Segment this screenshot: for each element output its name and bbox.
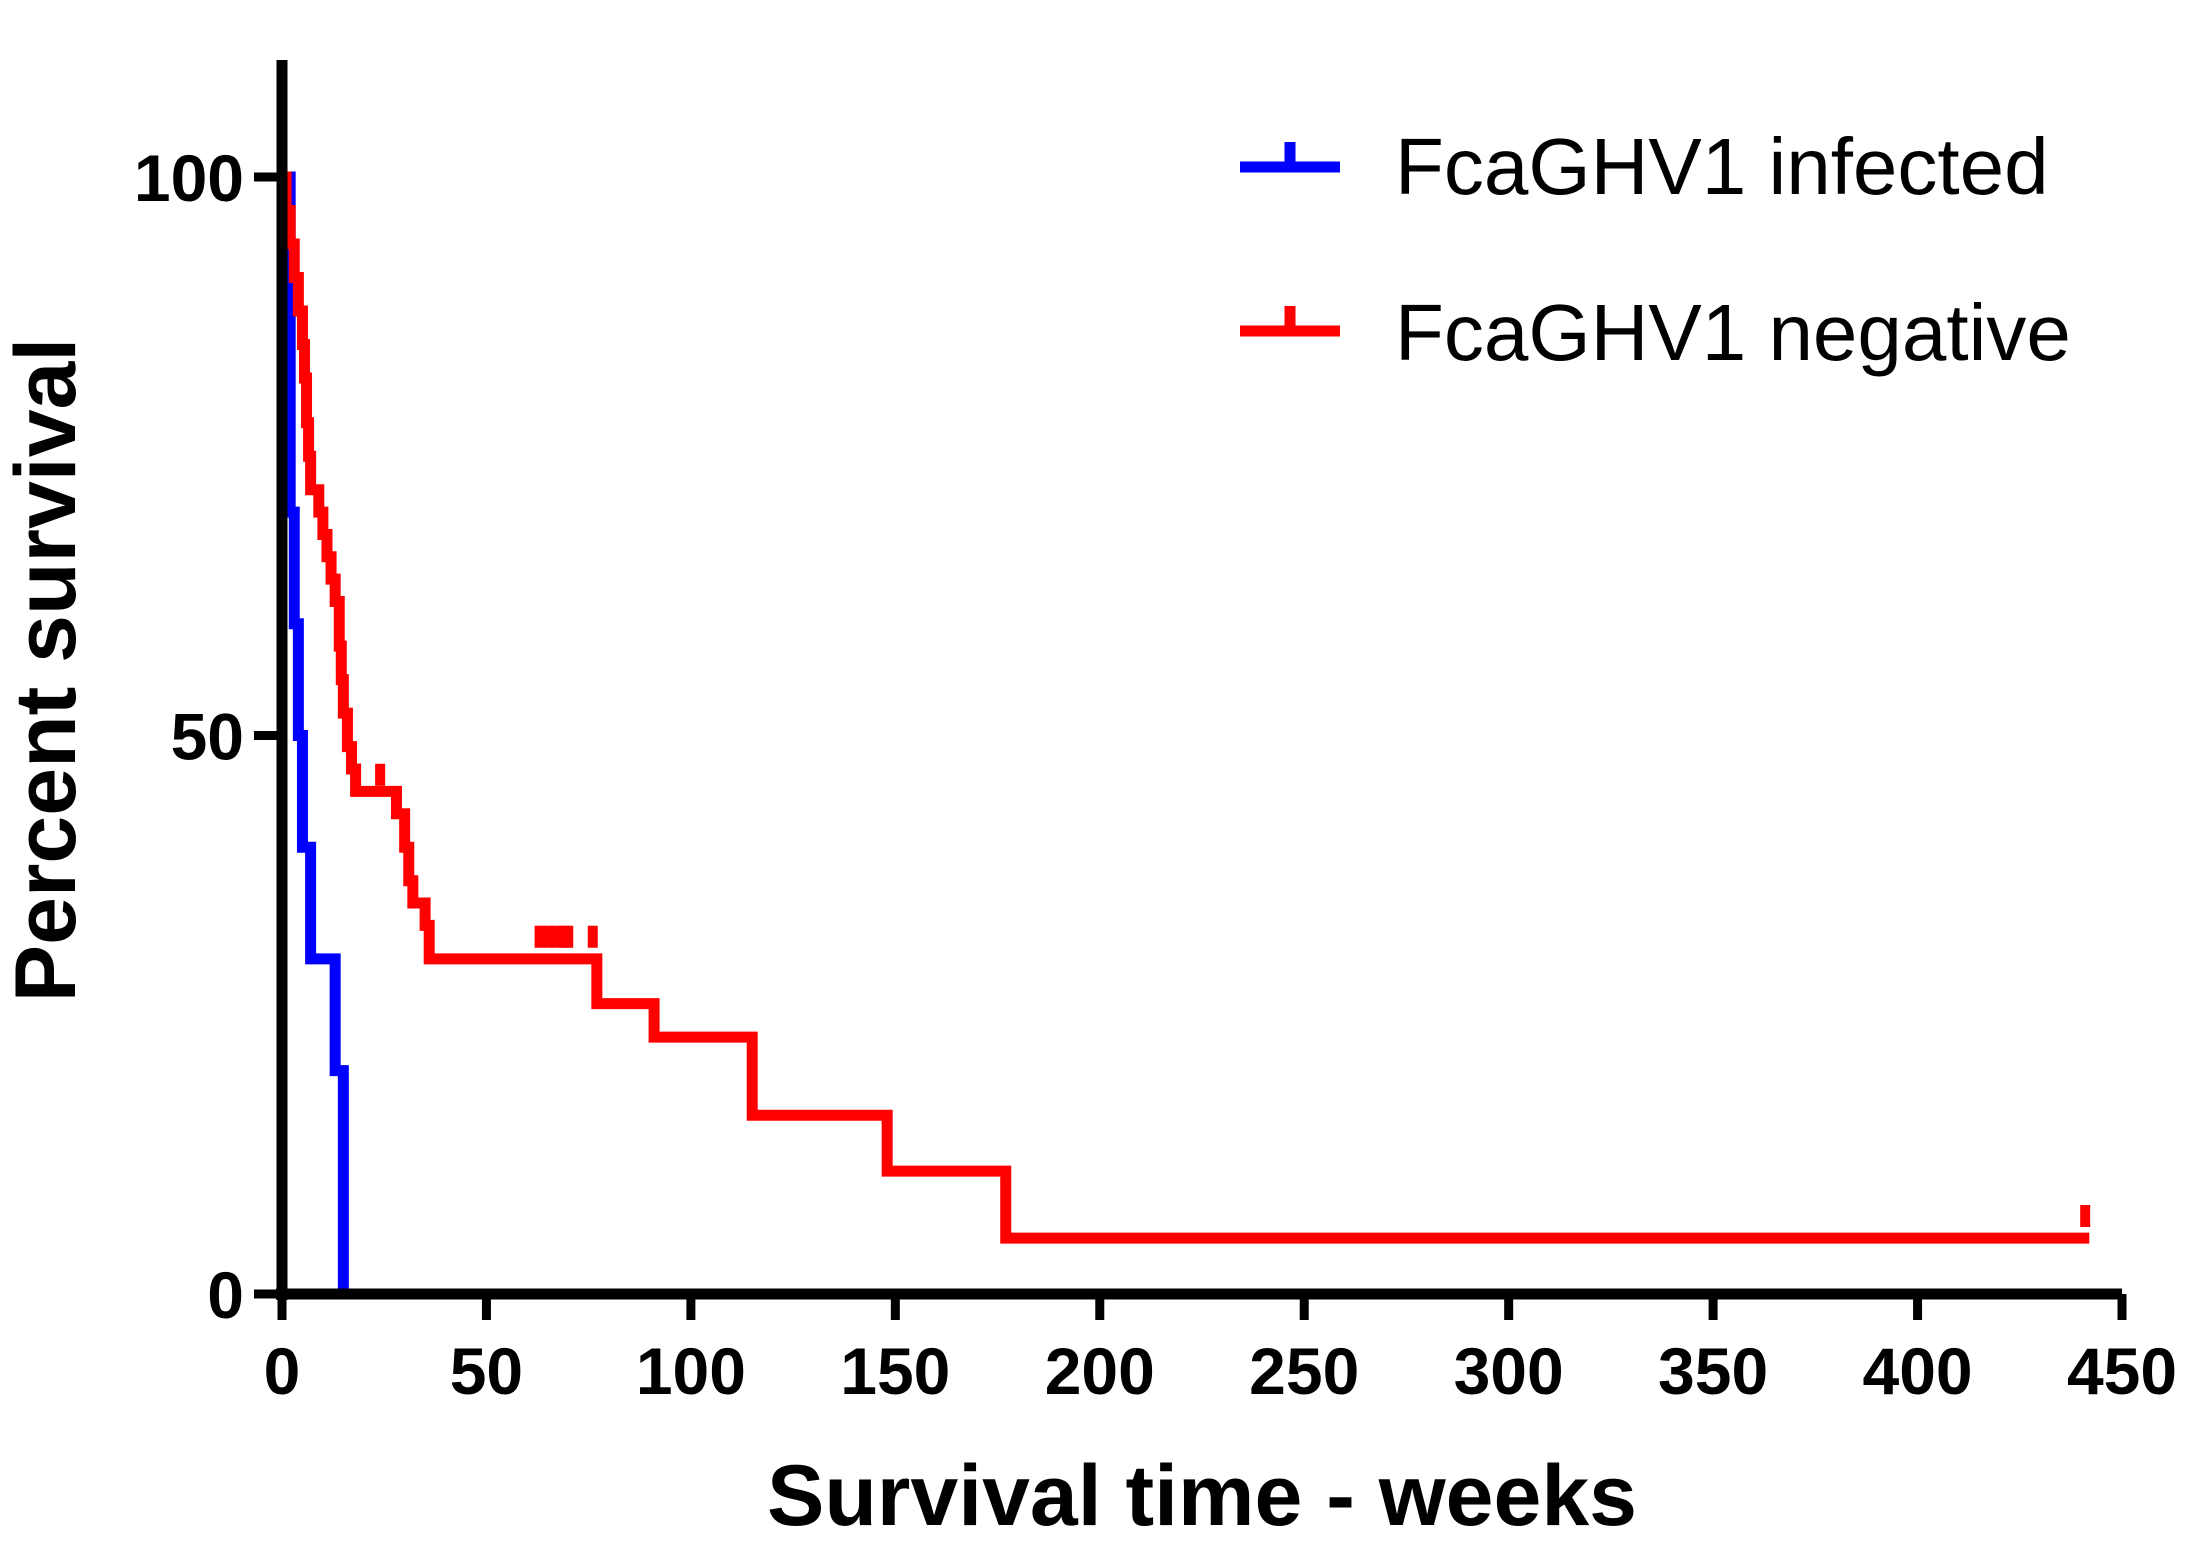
x-tick-label: 450 <box>2067 1334 2177 1408</box>
x-tick-label: 200 <box>1045 1334 1155 1408</box>
axes <box>276 60 2122 1300</box>
legend: FcaGHV1 infected FcaGHV1 negative <box>1240 122 2071 377</box>
legend-item-infected: FcaGHV1 infected <box>1240 122 2049 211</box>
y-tick-label: 50 <box>171 700 244 774</box>
series-line-infected <box>282 171 349 1294</box>
y-axis-title: Percent survival <box>0 338 94 1002</box>
y-ticks: 0 50 100 <box>134 141 282 1332</box>
series-line-negative <box>280 171 2090 1244</box>
plot-series <box>280 171 2091 1294</box>
x-tick-label: 100 <box>636 1334 746 1408</box>
legend-label-infected: FcaGHV1 infected <box>1395 122 2049 211</box>
x-tick-label: 300 <box>1454 1334 1564 1408</box>
x-tick-label: 350 <box>1658 1334 1768 1408</box>
x-ticks: 0 50 100 150 200 250 300 350 400 450 <box>264 1294 2177 1408</box>
x-tick-label: 0 <box>264 1334 301 1408</box>
x-tick-label: 400 <box>1862 1334 1972 1408</box>
x-tick-label: 250 <box>1249 1334 1359 1408</box>
legend-label-negative: FcaGHV1 negative <box>1395 288 2071 377</box>
x-tick-label: 150 <box>840 1334 950 1408</box>
y-tick-label: 100 <box>134 141 244 215</box>
y-tick-label: 0 <box>207 1258 244 1332</box>
x-tick-label: 50 <box>450 1334 523 1408</box>
x-axis-title: Survival time - weeks <box>767 1448 1637 1542</box>
legend-item-negative: FcaGHV1 negative <box>1240 288 2071 377</box>
